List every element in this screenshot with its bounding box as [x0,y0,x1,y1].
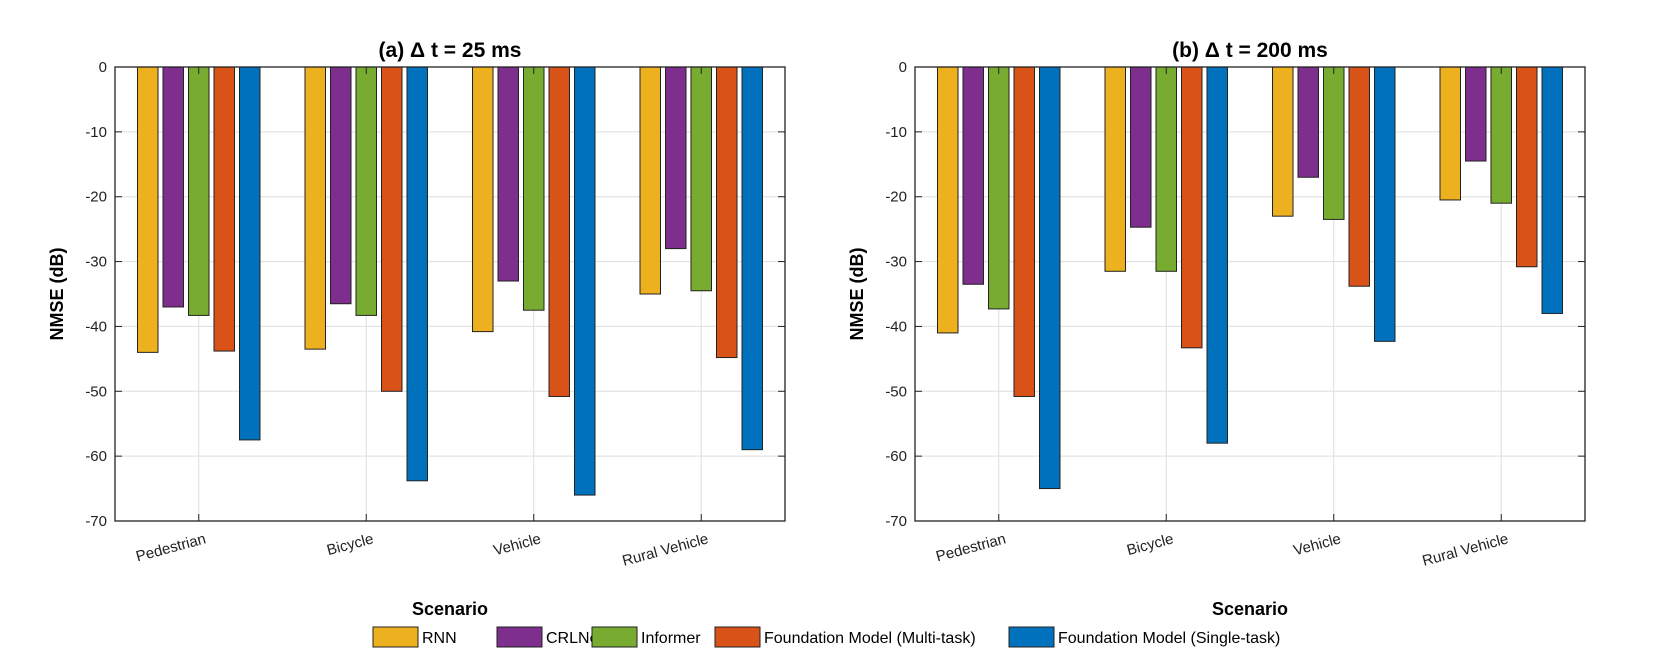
bar-foundation-model-multi-task-rural-vehicle [1516,66,1538,268]
y-axis-label: NMSE (dB) [847,248,867,341]
x-tick-label: Rural Vehicle [1421,530,1511,569]
y-tick-label: -10 [85,124,107,141]
chart-title: (b) Δ t = 200 ms [1172,39,1328,62]
axes-box [114,66,786,522]
bar-informer-vehicle [1323,66,1345,220]
y-tick-label: -10 [885,124,907,141]
y-tick-label: -20 [885,189,907,206]
bar-rnn-pedestrian [137,66,159,353]
legend-label-1: CRLNet [546,630,603,647]
y-tick-label: -60 [885,448,907,465]
legend-label-2: Informer [641,630,701,647]
y-tick-label: 0 [899,59,907,76]
bar-crlnet-rural-vehicle [665,66,687,250]
bar-foundation-model-multi-task-vehicle [548,66,570,397]
bar-foundation-model-single-task-bicycle [1206,66,1228,444]
bar-rnn-vehicle [472,66,494,333]
chart-panel-a: 0 -10 -20 -30 -40 -50 -60 -70 Pedestrian Bicycle V… [47,39,786,619]
legend-swatch-4 [1008,626,1055,648]
bar-foundation-model-single-task-rural-vehicle [741,66,763,451]
y-tick-label: -30 [85,254,107,271]
x-tick-label: Bicycle [325,530,375,559]
bar-rnn-vehicle [1272,66,1294,217]
bar-foundation-model-single-task-pedestrian [1039,66,1061,490]
legend-swatch-0 [372,626,419,648]
x-tick-label: Pedestrian [934,530,1008,565]
x-tick-label: Vehicle [1292,530,1343,559]
bar-foundation-model-multi-task-vehicle [1348,66,1370,287]
bar-foundation-model-multi-task-bicycle [1181,66,1203,349]
bar-foundation-model-single-task-bicycle [406,66,428,482]
y-tick-label: -20 [85,189,107,206]
chart-panel-b: 0 -10 -20 -30 -40 -50 -60 -70 Pedestrian Bicycle V… [847,39,1586,619]
bar-crlnet-vehicle [497,66,519,282]
bar-foundation-model-single-task-vehicle [574,66,596,496]
legend-swatch-2 [591,626,638,648]
y-tick-label: -70 [885,513,907,530]
legend-swatch-1 [496,626,543,648]
bar-rnn-rural-vehicle [639,66,661,295]
x-tick-label: Pedestrian [134,530,208,565]
bar-crlnet-vehicle [1297,66,1319,178]
y-tick-label: -40 [885,318,907,335]
chart-title: (a) Δ t = 25 ms [379,39,522,62]
bar-foundation-model-multi-task-rural-vehicle [716,66,738,359]
bar-informer-rural-vehicle [1490,66,1512,204]
x-tick-label: Rural Vehicle [621,530,711,569]
bar-informer-bicycle [355,66,377,316]
bar-foundation-model-single-task-pedestrian [239,66,261,441]
y-tick-label: 0 [99,59,107,76]
bar-informer-bicycle [1155,66,1177,272]
bar-informer-pedestrian [188,66,210,316]
legend-label-3: Foundation Model (Multi-task) [764,630,976,647]
bar-rnn-bicycle [304,66,326,350]
bar-informer-vehicle [523,66,545,311]
y-tick-label: -60 [85,448,107,465]
x-tick-label: Bicycle [1125,530,1175,559]
bar-foundation-model-multi-task-pedestrian [1013,66,1035,397]
bar-rnn-pedestrian [937,66,959,334]
bar-crlnet-bicycle [330,66,352,305]
bar-crlnet-bicycle [1130,66,1152,228]
x-tick-label: Vehicle [492,530,543,559]
bar-crlnet-rural-vehicle [1465,66,1487,162]
bar-crlnet-pedestrian [962,66,984,285]
legend-label-0: RNN [422,630,457,647]
bar-foundation-model-single-task-rural-vehicle [1541,66,1563,314]
y-axis-label: NMSE (dB) [47,248,67,341]
bar-rnn-bicycle [1104,66,1126,272]
y-tick-label: -40 [85,318,107,335]
bar-informer-rural-vehicle [690,66,712,292]
bar-rnn-rural-vehicle [1439,66,1461,201]
bar-crlnet-pedestrian [162,66,184,308]
y-tick-label: -70 [85,513,107,530]
bar-foundation-model-multi-task-pedestrian [213,66,235,352]
legend: RNN CRLNet Informer Foundation Model (Multi… [372,626,1280,648]
bar-foundation-model-single-task-vehicle [1374,66,1396,342]
y-tick-label: -50 [85,383,107,400]
axes-box [914,66,1586,522]
y-tick-label: -50 [885,383,907,400]
y-tick-label: -30 [885,254,907,271]
legend-label-4: Foundation Model (Single-task) [1058,630,1280,647]
bar-informer-pedestrian [988,66,1010,310]
x-axis-label: Scenario [1212,599,1288,619]
bar-foundation-model-multi-task-bicycle [381,66,403,392]
legend-swatch-3 [714,626,761,648]
x-axis-label: Scenario [412,599,488,619]
